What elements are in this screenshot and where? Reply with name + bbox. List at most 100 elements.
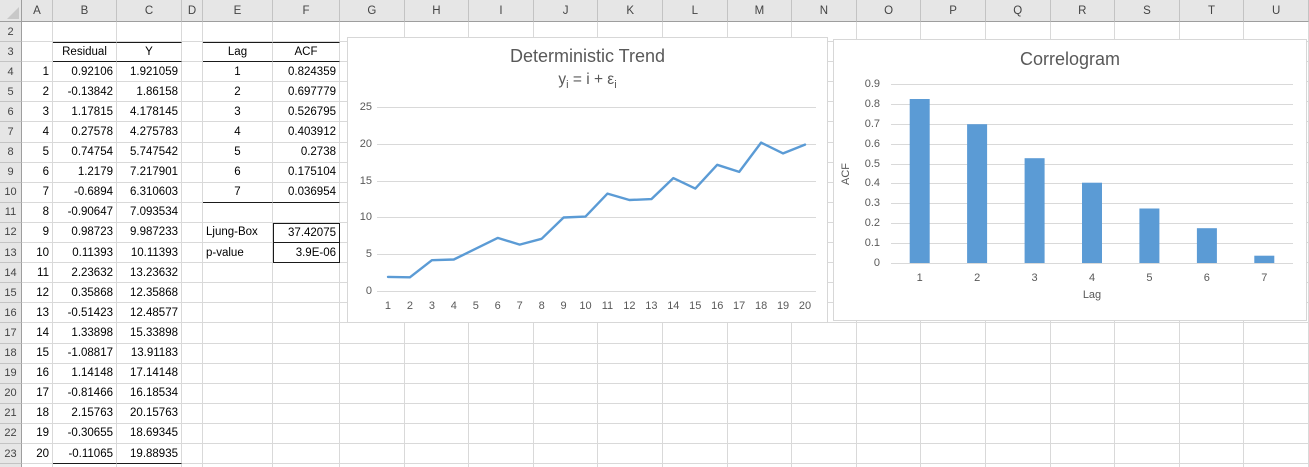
cell-T19[interactable]: [1179, 363, 1245, 384]
cell-G17[interactable]: [340, 323, 405, 344]
cell-M18[interactable]: [727, 343, 793, 364]
cell-H18[interactable]: [404, 343, 470, 364]
column-header-B[interactable]: B: [53, 0, 117, 22]
cell-D3[interactable]: [182, 42, 203, 63]
cell-N24[interactable]: [792, 464, 857, 467]
cell-I17[interactable]: [469, 323, 534, 344]
cell-B21[interactable]: 2.15763: [53, 403, 117, 424]
cell-F11[interactable]: [273, 202, 340, 223]
cell-E11[interactable]: [203, 202, 273, 223]
cell-Q24[interactable]: [985, 464, 1051, 467]
cell-F10[interactable]: 0.036954: [273, 182, 340, 203]
row-header-16[interactable]: 16: [0, 303, 22, 324]
cell-B24[interactable]: [53, 464, 117, 467]
column-header-H[interactable]: H: [404, 0, 470, 22]
cell-C17[interactable]: 15.33898: [117, 323, 182, 344]
cell-J20[interactable]: [533, 383, 599, 404]
cell-E21[interactable]: [203, 403, 273, 424]
cell-B19[interactable]: 1.14148: [53, 363, 117, 384]
trend-line-series[interactable]: [386, 141, 807, 279]
cell-G20[interactable]: [340, 383, 405, 404]
cell-E9[interactable]: 6: [203, 162, 273, 183]
cell-B14[interactable]: 2.23632: [53, 263, 117, 284]
cell-A16[interactable]: 13: [22, 303, 53, 324]
column-header-R[interactable]: R: [1050, 0, 1116, 22]
cell-D16[interactable]: [182, 303, 203, 324]
cell-B5[interactable]: -0.13842: [53, 82, 117, 103]
cell-E13[interactable]: p-value: [203, 243, 273, 264]
cell-S19[interactable]: [1115, 363, 1180, 384]
cell-A13[interactable]: 10: [22, 243, 53, 264]
cell-F4[interactable]: 0.824359: [273, 62, 340, 83]
cell-J19[interactable]: [533, 363, 599, 384]
cell-E23[interactable]: [203, 443, 273, 465]
cell-F6[interactable]: 0.526795: [273, 102, 340, 123]
cell-H19[interactable]: [404, 363, 470, 384]
cell-C10[interactable]: 6.310603: [117, 182, 182, 203]
row-header-17[interactable]: 17: [0, 323, 22, 344]
cell-D4[interactable]: [182, 62, 203, 83]
cell-B3[interactable]: Residual: [53, 42, 117, 63]
cell-D12[interactable]: [182, 222, 203, 244]
cell-C4[interactable]: 1.921059: [117, 62, 182, 83]
column-header-P[interactable]: P: [921, 0, 986, 22]
cell-C5[interactable]: 1.86158: [117, 82, 182, 103]
cell-T23[interactable]: [1179, 443, 1245, 465]
cell-B8[interactable]: 0.74754: [53, 142, 117, 163]
cell-E15[interactable]: [203, 283, 273, 304]
cell-M17[interactable]: [727, 323, 793, 344]
cell-I24[interactable]: [469, 464, 534, 467]
cell-C22[interactable]: 18.69345: [117, 423, 182, 444]
cell-E14[interactable]: [203, 263, 273, 284]
cell-D10[interactable]: [182, 182, 203, 203]
cell-B9[interactable]: 1.2179: [53, 162, 117, 183]
column-header-N[interactable]: N: [792, 0, 857, 22]
cell-R22[interactable]: [1050, 423, 1116, 444]
cell-P22[interactable]: [921, 423, 986, 444]
cell-A4[interactable]: 1: [22, 62, 53, 83]
cell-E17[interactable]: [203, 323, 273, 344]
cell-C7[interactable]: 4.275783: [117, 122, 182, 143]
cell-E24[interactable]: [203, 464, 273, 467]
cell-J18[interactable]: [533, 343, 599, 364]
cell-E3[interactable]: Lag: [203, 42, 273, 63]
cell-R19[interactable]: [1050, 363, 1116, 384]
cell-P19[interactable]: [921, 363, 986, 384]
cell-U19[interactable]: [1244, 363, 1309, 384]
cell-S22[interactable]: [1115, 423, 1180, 444]
cell-M20[interactable]: [727, 383, 793, 404]
row-header-24[interactable]: [0, 464, 22, 467]
cell-U24[interactable]: [1244, 464, 1309, 467]
cell-I19[interactable]: [469, 363, 534, 384]
cell-L23[interactable]: [662, 443, 728, 465]
cell-U17[interactable]: [1244, 323, 1309, 344]
cell-D21[interactable]: [182, 403, 203, 424]
cell-G24[interactable]: [340, 464, 405, 467]
cell-M19[interactable]: [727, 363, 793, 384]
cell-D9[interactable]: [182, 162, 203, 183]
row-header-19[interactable]: 19: [0, 363, 22, 384]
cell-L24[interactable]: [662, 464, 728, 467]
cell-E6[interactable]: 3: [203, 102, 273, 123]
column-header-C[interactable]: C: [117, 0, 182, 22]
cell-J17[interactable]: [533, 323, 599, 344]
cell-H21[interactable]: [404, 403, 470, 424]
cell-F18[interactable]: [273, 343, 340, 364]
line-chart-panel[interactable]: Deterministic Trend yi = i + εi 0 5 10 15 20…: [347, 37, 828, 323]
cell-T17[interactable]: [1179, 323, 1245, 344]
cell-H20[interactable]: [404, 383, 470, 404]
cell-E2[interactable]: [203, 22, 273, 43]
cell-C3[interactable]: Y: [117, 42, 182, 63]
cell-F2[interactable]: [273, 22, 340, 43]
cell-G18[interactable]: [340, 343, 405, 364]
cell-J21[interactable]: [533, 403, 599, 424]
row-header-22[interactable]: 22: [0, 423, 22, 444]
cell-N18[interactable]: [792, 343, 857, 364]
cell-F3[interactable]: ACF: [273, 42, 340, 63]
cell-L19[interactable]: [662, 363, 728, 384]
cell-N17[interactable]: [792, 323, 857, 344]
cell-B13[interactable]: 0.11393: [53, 243, 117, 264]
cell-H22[interactable]: [404, 423, 470, 444]
cell-D8[interactable]: [182, 142, 203, 163]
cell-B15[interactable]: 0.35868: [53, 283, 117, 304]
